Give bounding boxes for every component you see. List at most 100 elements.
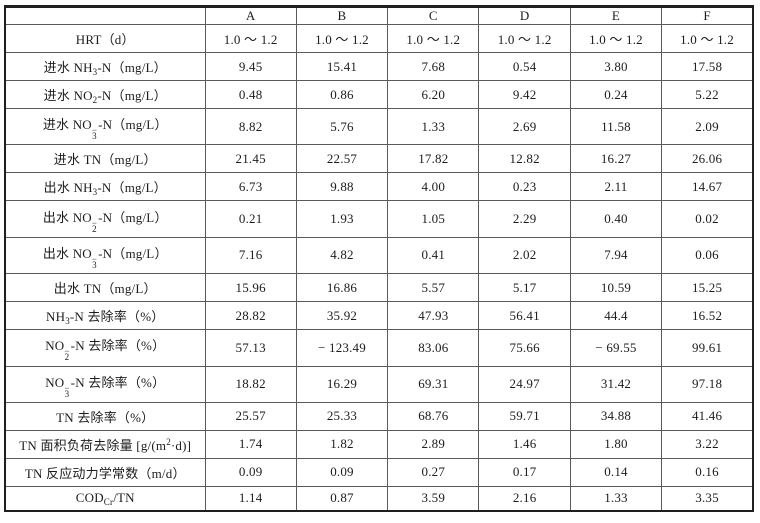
table-cell: − 69.55 (569, 329, 663, 367)
table-cell: 16.86 (295, 273, 389, 303)
data-table: A B C D E F HRT（d） 1.0 ～ 1.2 1.0 ～ 1.2 1… (4, 5, 754, 512)
table-cell: 31.42 (569, 365, 663, 403)
table-cell: 1.14 (204, 485, 297, 512)
table-cell: 0.16 (661, 457, 754, 487)
table-cell: 16.27 (569, 144, 663, 174)
table-cell: 9.45 (204, 52, 297, 81)
table-cell: 22.57 (295, 144, 389, 174)
table-row: NH3-N 去除率（%） 28.82 35.92 47.93 56.41 44.… (4, 301, 754, 331)
table-cell: 17.58 (661, 52, 754, 81)
table-row: 出水 NH3-N（mg/L） 6.73 9.88 4.00 0.23 2.11 … (4, 172, 754, 202)
table-row: NO −2 -N 去除率（%） 57.13 − 123.49 83.06 75.66… (4, 329, 754, 367)
table-cell: 1.46 (478, 429, 571, 459)
table-cell: 0.54 (478, 52, 571, 81)
row-label: 出水 TN（mg/L） (4, 273, 206, 303)
table-cell: 59.71 (478, 401, 571, 431)
table-cell: 0.23 (478, 172, 571, 202)
table-row: 进水 NO −3 -N（mg/L） 8.82 5.76 1.33 2.69 11.5… (4, 107, 754, 146)
ion-charge-stack: −2 (64, 346, 70, 363)
table-cell: 0.09 (204, 457, 297, 487)
table-cell: 2.69 (478, 107, 571, 146)
ion-charge-stack: −3 (91, 125, 98, 142)
table-cell: 25.57 (204, 401, 297, 431)
table-cell: 18.82 (204, 365, 297, 403)
table-cell: 2.11 (569, 172, 663, 202)
table-row: 出水 TN（mg/L） 15.96 16.86 5.57 5.17 10.59 … (4, 273, 754, 303)
table-cell: 5.76 (295, 107, 389, 146)
table-cell: 21.45 (204, 144, 297, 174)
table-cell: 44.4 (569, 301, 663, 331)
column-header-e: E (569, 6, 663, 25)
row-label: TN 面积负荷去除量 [g/(m2·d)] (4, 429, 206, 459)
table-cell: 0.24 (569, 80, 663, 109)
column-header-f: F (661, 6, 754, 25)
table-cell: 0.09 (295, 457, 389, 487)
row-label: TN 反应动力学常数（m/d） (4, 457, 206, 487)
table-cell: 4.82 (295, 236, 389, 275)
table-cell: 24.97 (478, 365, 571, 403)
table-cell: 25.33 (295, 401, 389, 431)
table-cell: 99.61 (661, 329, 754, 367)
column-header-a: A (204, 6, 297, 25)
table-cell: 0.06 (661, 236, 754, 275)
table-cell: 7.16 (204, 236, 297, 275)
column-header-d: D (478, 6, 571, 25)
table-cell: 8.82 (204, 107, 297, 146)
table-cell: 5.22 (661, 80, 754, 109)
table-cell: 15.96 (204, 273, 297, 303)
table-cell: 28.82 (204, 301, 297, 331)
table-cell: 4.00 (387, 172, 480, 202)
table-cell: 1.74 (204, 429, 297, 459)
table-cell: 3.59 (387, 485, 480, 512)
table-cell: 14.67 (661, 172, 754, 202)
column-header-blank (4, 6, 206, 25)
table-cell: 6.73 (204, 172, 297, 202)
table-cell: 1.0 ～ 1.2 (204, 24, 297, 53)
table-cell: 15.41 (295, 52, 389, 81)
table-cell: 0.48 (204, 80, 297, 109)
table-row: 出水 NO −3 -N（mg/L） 7.16 4.82 0.41 2.02 7.94… (4, 236, 754, 275)
ion-charge-stack: −3 (91, 253, 98, 270)
table-cell: 0.41 (387, 236, 480, 275)
table-cell: 0.87 (295, 485, 389, 512)
row-label: NO −3 -N 去除率（%） (4, 365, 206, 403)
table-cell: 3.35 (661, 485, 754, 512)
row-label: 出水 NH3-N（mg/L） (4, 172, 206, 202)
table-cell: 69.31 (387, 365, 480, 403)
table-cell: 7.94 (569, 236, 663, 275)
table-cell: 6.20 (387, 80, 480, 109)
table-cell: 57.13 (204, 329, 297, 367)
table-cell: 11.58 (569, 107, 663, 146)
row-label: 进水 TN（mg/L） (4, 144, 206, 174)
table-cell: 56.41 (478, 301, 571, 331)
table-cell: 2.16 (478, 485, 571, 512)
table-cell: 0.17 (478, 457, 571, 487)
table-cell: 7.68 (387, 52, 480, 81)
table-cell: 16.52 (661, 301, 754, 331)
row-label: 进水 NH3-N（mg/L） (4, 52, 206, 81)
table-cell: 2.09 (661, 107, 754, 146)
table-row: CODCr/TN 1.14 0.87 3.59 2.16 1.33 3.35 (4, 485, 754, 512)
table-cell: 35.92 (295, 301, 389, 331)
row-label: 进水 NO −3 -N（mg/L） (4, 107, 206, 146)
table-cell: 1.82 (295, 429, 389, 459)
table-cell: 97.18 (661, 365, 754, 403)
table-body: HRT（d） 1.0 ～ 1.2 1.0 ～ 1.2 1.0 ～ 1.2 1.0… (4, 24, 754, 512)
table-cell: − 123.49 (295, 329, 389, 367)
table-row: TN 面积负荷去除量 [g/(m2·d)] 1.74 1.82 2.89 1.4… (4, 429, 754, 459)
table-cell: 1.0 ～ 1.2 (661, 24, 754, 53)
table-cell: 0.27 (387, 457, 480, 487)
table-row: TN 反应动力学常数（m/d） 0.09 0.09 0.27 0.17 0.14… (4, 457, 754, 487)
table-cell: 1.33 (569, 485, 663, 512)
table-row: TN 去除率（%） 25.57 25.33 68.76 59.71 34.88 … (4, 401, 754, 431)
table-cell: 2.02 (478, 236, 571, 275)
table-cell: 1.80 (569, 429, 663, 459)
table-cell: 17.82 (387, 144, 480, 174)
table-cell: 15.25 (661, 273, 754, 303)
table-row: 出水 NO −2 -N（mg/L） 0.21 1.93 1.05 2.29 0.40… (4, 200, 754, 238)
table-cell: 34.88 (569, 401, 663, 431)
table-cell: 1.0 ～ 1.2 (569, 24, 663, 53)
table-cell: 1.33 (387, 107, 480, 146)
table-cell: 68.76 (387, 401, 480, 431)
table-cell: 1.0 ～ 1.2 (478, 24, 571, 53)
